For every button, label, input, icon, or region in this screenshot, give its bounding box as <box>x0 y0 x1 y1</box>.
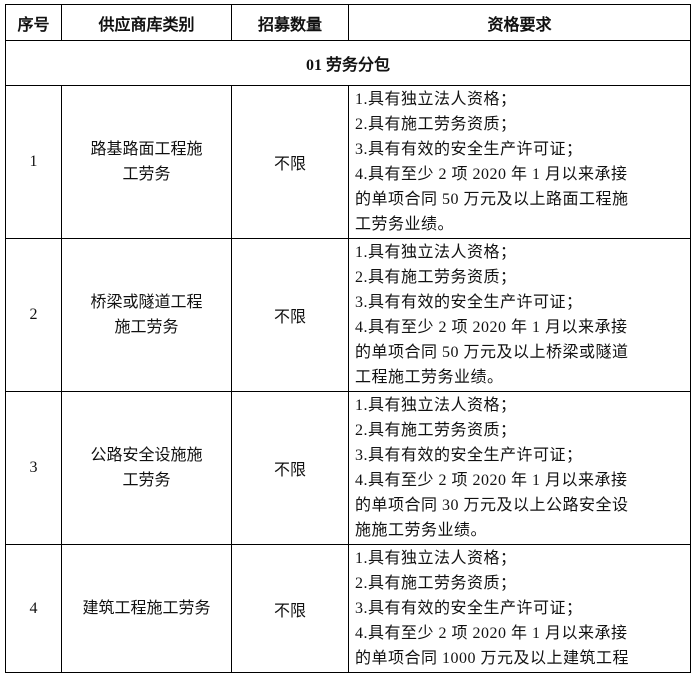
row-number: 2 <box>5 238 62 392</box>
table-row: 2 桥梁或隧道工程 施工劳务 不限 1.具有独立法人资格； 2.具有施工劳务资质； 3.具有… <box>5 238 691 392</box>
requirement-line: 工程施工劳务业绩。 <box>355 369 504 386</box>
requirement-line: 的单项合同 50 万元及以上路面工程施 <box>355 191 629 208</box>
row-requirements: 1.具有独立法人资格； 2.具有施工劳务资质； 3.具有有效的安全生产许可证； 4.具… <box>348 391 691 545</box>
row-category: 桥梁或隧道工程 施工劳务 <box>61 238 232 392</box>
requirement-line: 的单项合同 1000 万元及以上建筑工程 <box>355 650 630 667</box>
row-number: 3 <box>5 391 62 545</box>
header-category: 供应商库类别 <box>61 4 232 41</box>
row-category: 建筑工程施工劳务 <box>61 544 232 673</box>
table-row: 1 路基路面工程施 工劳务 不限 1.具有独立法人资格； 2.具有施工劳务资质； 3.具有有… <box>5 85 691 239</box>
row-requirements: 1.具有独立法人资格； 2.具有施工劳务资质； 3.具有有效的安全生产许可证； 4.具… <box>348 238 691 392</box>
row-number: 4 <box>5 544 62 673</box>
header-quantity: 招募数量 <box>231 4 349 41</box>
section-title: 01 劳务分包 <box>5 40 691 86</box>
requirement-line: 4.具有至少 2 项 2020 年 1 月以来承接 <box>355 166 628 183</box>
row-quantity: 不限 <box>231 85 349 239</box>
requirement-line: 3.具有有效的安全生产许可证； <box>355 447 583 464</box>
requirement-line: 1.具有独立法人资格； <box>355 244 517 261</box>
requirement-line: 2.具有施工劳务资质； <box>355 116 517 133</box>
category-line: 工劳务 <box>122 472 171 489</box>
requirement-line: 施施工劳务业绩。 <box>355 522 488 539</box>
category-line: 工劳务 <box>122 166 171 183</box>
category-line: 公路安全设施施 <box>90 447 203 464</box>
category-line: 建筑工程施工劳务 <box>82 600 211 617</box>
requirement-line: 4.具有至少 2 项 2020 年 1 月以来承接 <box>355 319 628 336</box>
row-number: 1 <box>5 85 62 239</box>
requirement-line: 3.具有有效的安全生产许可证； <box>355 600 583 617</box>
row-quantity: 不限 <box>231 391 349 545</box>
category-line: 施工劳务 <box>114 319 179 336</box>
row-category: 公路安全设施施 工劳务 <box>61 391 232 545</box>
requirement-line: 工劳务业绩。 <box>355 216 455 233</box>
requirement-line: 2.具有施工劳务资质； <box>355 269 517 286</box>
header-row: 序号 供应商库类别 招募数量 资格要求 <box>5 4 691 41</box>
requirement-line: 1.具有独立法人资格； <box>355 550 517 567</box>
row-category: 路基路面工程施 工劳务 <box>61 85 232 239</box>
table-row: 4 建筑工程施工劳务 不限 1.具有独立法人资格； 2.具有施工劳务资质； 3.具有有效的… <box>5 544 691 673</box>
requirement-line: 4.具有至少 2 项 2020 年 1 月以来承接 <box>355 625 628 642</box>
category-line: 桥梁或隧道工程 <box>90 294 203 311</box>
requirement-line: 1.具有独立法人资格； <box>355 397 517 414</box>
requirement-line: 2.具有施工劳务资质； <box>355 575 517 592</box>
requirement-line: 2.具有施工劳务资质； <box>355 422 517 439</box>
row-quantity: 不限 <box>231 238 349 392</box>
qualification-table: 序号 供应商库类别 招募数量 资格要求 01 劳务分包 1 路基路面工程施 工劳务不… <box>5 4 691 673</box>
requirement-line: 1.具有独立法人资格； <box>355 91 517 108</box>
row-requirements: 1.具有独立法人资格； 2.具有施工劳务资质； 3.具有有效的安全生产许可证； 4.具… <box>348 85 691 239</box>
requirement-line: 的单项合同 50 万元及以上桥梁或隧道 <box>355 344 629 361</box>
section-row: 01 劳务分包 <box>5 40 691 86</box>
row-quantity: 不限 <box>231 544 349 673</box>
row-requirements: 1.具有独立法人资格； 2.具有施工劳务资质； 3.具有有效的安全生产许可证； 4.具… <box>348 544 691 673</box>
header-requirements: 资格要求 <box>348 4 691 41</box>
requirement-line: 的单项合同 30 万元及以上公路安全设 <box>355 497 629 514</box>
category-line: 路基路面工程施 <box>90 141 203 158</box>
header-no: 序号 <box>5 4 62 41</box>
requirement-line: 3.具有有效的安全生产许可证； <box>355 141 583 158</box>
table-row: 3 公路安全设施施 工劳务 不限 1.具有独立法人资格； 2.具有施工劳务资质； 3.具有有… <box>5 391 691 545</box>
requirement-line: 3.具有有效的安全生产许可证； <box>355 294 583 311</box>
requirement-line: 4.具有至少 2 项 2020 年 1 月以来承接 <box>355 472 628 489</box>
